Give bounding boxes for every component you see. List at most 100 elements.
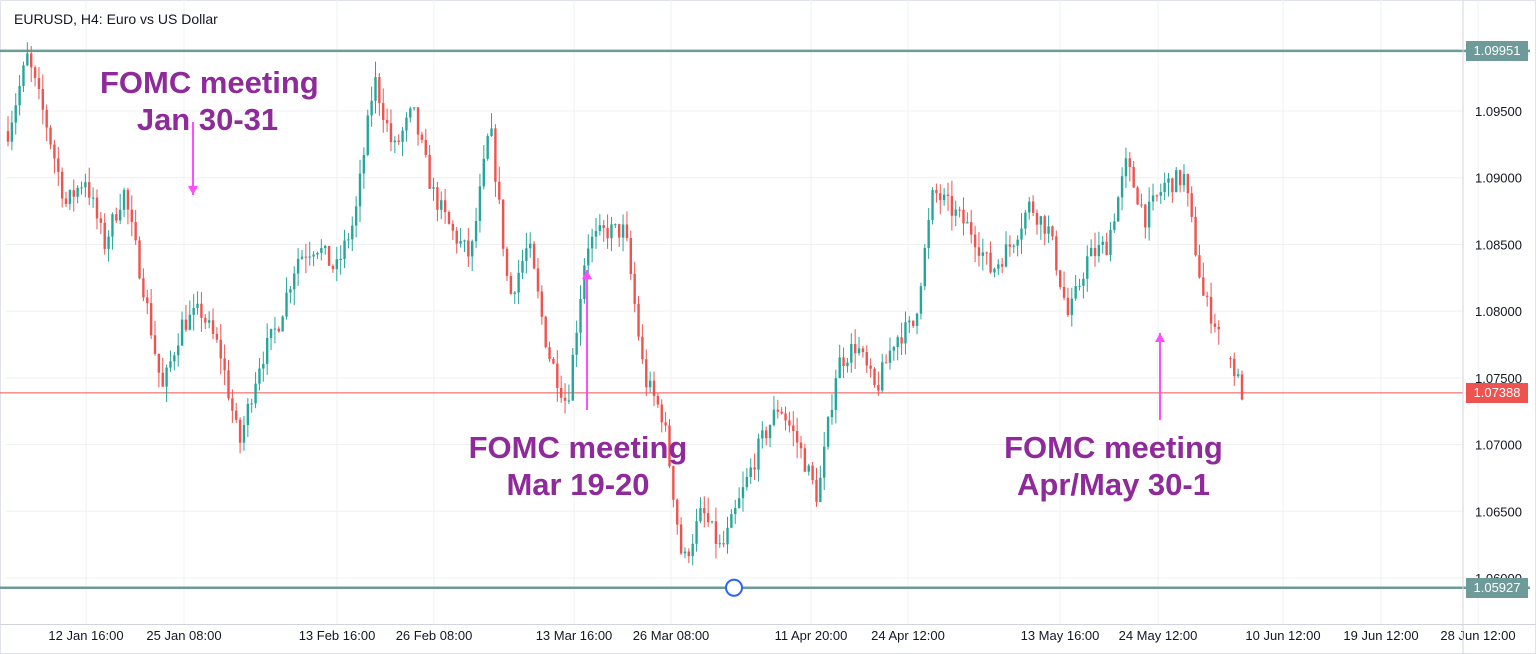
candle-body xyxy=(722,543,725,545)
candle-body xyxy=(1217,326,1220,330)
candle-body xyxy=(207,320,211,323)
candle-body xyxy=(788,420,791,426)
candle-body xyxy=(981,252,985,256)
candle-body xyxy=(146,297,149,304)
candle-body xyxy=(428,154,431,189)
candle-body xyxy=(1086,256,1089,279)
y-tick-label: 1.06500 xyxy=(1475,504,1522,519)
candle-body xyxy=(749,467,752,478)
candle-body xyxy=(575,332,578,355)
y-tick-label: 1.07500 xyxy=(1475,371,1522,386)
candle-body xyxy=(710,521,714,523)
candle-body xyxy=(33,67,37,79)
candle-body xyxy=(142,278,145,298)
x-tick-label: 11 Apr 20:00 xyxy=(775,628,848,643)
candle-body xyxy=(320,248,323,253)
candle-body xyxy=(370,100,373,116)
candle-body xyxy=(153,335,157,354)
candle-body xyxy=(606,227,609,239)
candle-body xyxy=(1186,174,1190,194)
candle-body xyxy=(339,258,342,260)
candle-body xyxy=(1051,226,1054,237)
candle-body xyxy=(621,224,625,238)
symbol-title: EURUSD, H4: Euro vs US Dollar xyxy=(14,11,218,27)
candle-body xyxy=(1213,323,1217,327)
candle-body xyxy=(91,197,95,199)
candle-body xyxy=(1151,195,1155,202)
candle-body xyxy=(180,319,184,346)
price-tag-current: 1.07388 xyxy=(1466,382,1528,403)
candle-body xyxy=(532,243,536,269)
candle-body xyxy=(676,499,679,525)
candle-body xyxy=(962,209,965,224)
annotation-may-line1: FOMC meeting xyxy=(1004,430,1223,465)
candle-body xyxy=(1016,239,1019,246)
candle-body xyxy=(881,362,884,391)
candle-body xyxy=(792,425,795,432)
candle-body xyxy=(954,209,957,216)
candle-body xyxy=(1109,229,1112,256)
candle-body xyxy=(1202,277,1205,296)
candle-body xyxy=(977,247,981,256)
candle-body xyxy=(652,380,656,396)
candle-body xyxy=(741,487,745,499)
candle-body xyxy=(931,190,934,220)
candle-body xyxy=(1031,201,1035,213)
candle-body xyxy=(939,193,942,201)
candle-body xyxy=(540,291,544,317)
candle-body xyxy=(115,214,118,221)
candle-body xyxy=(1140,204,1143,206)
candle-body xyxy=(362,154,366,174)
candle-body xyxy=(730,514,733,528)
candle-body xyxy=(1043,216,1046,234)
candle-body xyxy=(625,224,629,239)
candle-body xyxy=(1194,216,1197,256)
candle-body xyxy=(14,105,17,123)
candle-body xyxy=(22,65,25,86)
candle-body xyxy=(1240,374,1244,400)
candle-body xyxy=(130,209,133,223)
candle-body xyxy=(768,425,772,439)
candle-body xyxy=(1128,158,1132,167)
annotation-mar-line1: FOMC meeting xyxy=(468,430,688,465)
candle-body xyxy=(331,265,335,270)
candle-body xyxy=(861,348,865,353)
candle-body xyxy=(815,480,818,502)
candle-body xyxy=(378,76,381,104)
candle-body xyxy=(946,194,950,197)
candle-body xyxy=(529,243,532,249)
candle-body xyxy=(884,362,888,364)
candle-body xyxy=(1205,295,1209,297)
candle-body xyxy=(745,477,749,488)
x-tick-label: 25 Jan 08:00 xyxy=(146,628,221,643)
candle-body xyxy=(1159,192,1162,196)
candle-body xyxy=(254,383,257,404)
candle-body xyxy=(335,259,339,270)
candle-body xyxy=(865,352,868,366)
arrow-may-head xyxy=(1155,333,1165,342)
candle-body xyxy=(602,225,605,228)
candle-body xyxy=(927,219,930,249)
candle-body xyxy=(1074,286,1077,299)
candle-body xyxy=(1198,255,1201,278)
candle-body xyxy=(641,336,644,360)
annotation-may: FOMC meeting Apr/May 30-1 xyxy=(1001,429,1226,503)
arrow-layer xyxy=(188,122,1165,420)
candle-body xyxy=(811,465,814,481)
candle-body xyxy=(262,363,265,369)
candle-body xyxy=(64,198,68,204)
x-tick-label: 13 May 16:00 xyxy=(1021,628,1100,643)
candle-body xyxy=(76,187,79,197)
candle-body xyxy=(447,212,451,224)
candle-body xyxy=(138,240,141,279)
candle-body xyxy=(691,543,694,557)
x-tick-label: 28 Jun 12:00 xyxy=(1440,628,1515,643)
candle-body xyxy=(432,187,435,189)
candle-body xyxy=(1190,193,1193,217)
candle-body xyxy=(498,181,501,200)
x-tick-label: 19 Jun 12:00 xyxy=(1343,628,1418,643)
candle-body xyxy=(900,337,903,344)
candle-body xyxy=(1120,176,1124,198)
candle-body xyxy=(1066,297,1070,316)
